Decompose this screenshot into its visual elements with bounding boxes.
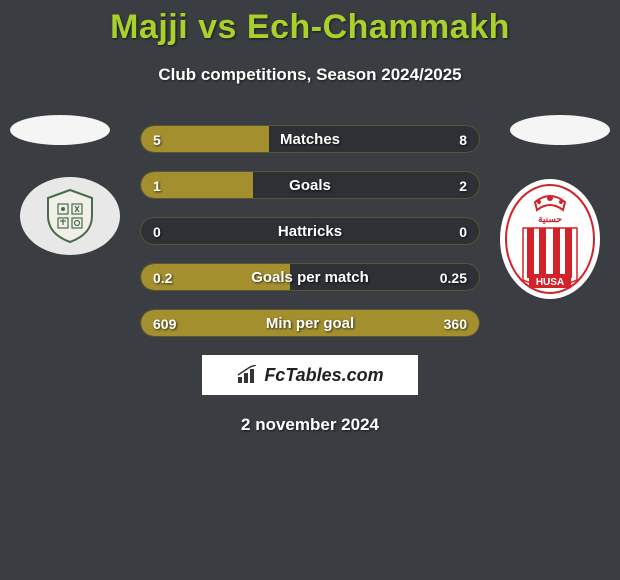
svg-text:حسنية: حسنية	[538, 214, 562, 224]
stat-label: Min per goal	[141, 310, 479, 337]
stat-value-left: 0	[153, 218, 161, 245]
stat-row: Min per goal609 360	[140, 309, 480, 337]
stat-value-right: 8	[459, 126, 467, 153]
stat-label: Hattricks	[141, 218, 479, 245]
stat-value-left: 5	[153, 126, 161, 153]
stat-value-left: 609	[153, 310, 176, 337]
crest-right-icon: حسنية HUSA	[505, 184, 595, 294]
stat-row: Matches5 8	[140, 125, 480, 153]
team-badge-left	[20, 177, 120, 255]
svg-text:HUSA: HUSA	[536, 277, 564, 288]
watermark-text: FcTables.com	[264, 365, 383, 386]
crest-left-icon	[40, 186, 100, 246]
stat-label: Matches	[141, 126, 479, 153]
stat-value-left: 1	[153, 172, 161, 199]
team-badge-right: حسنية HUSA	[500, 179, 600, 299]
page-title: Majji vs Ech-Chammakh	[0, 0, 620, 47]
subtitle: Club competitions, Season 2024/2025	[0, 65, 620, 85]
stat-value-right: 0	[459, 218, 467, 245]
stat-row: Goals per match0.2 0.25	[140, 263, 480, 291]
flag-left	[10, 115, 110, 145]
footer-date: 2 november 2024	[0, 415, 620, 435]
stat-row: Hattricks0 0	[140, 217, 480, 245]
flag-right	[510, 115, 610, 145]
stat-value-right: 360	[444, 310, 467, 337]
stat-value-right: 0.25	[440, 264, 467, 291]
watermark: FcTables.com	[202, 355, 418, 395]
stat-value-left: 0.2	[153, 264, 172, 291]
comparison-panel: حسنية HUSA Matches5 8 Goals1 2 Hattricks0 0 Go…	[0, 115, 620, 345]
stat-label: Goals	[141, 172, 479, 199]
stat-bars: Matches5 8 Goals1 2 Hattricks0 0 Goals per mat…	[140, 125, 480, 355]
stat-row: Goals1 2	[140, 171, 480, 199]
stat-label: Goals per match	[141, 264, 479, 291]
stat-value-right: 2	[459, 172, 467, 199]
chart-icon	[236, 365, 260, 385]
